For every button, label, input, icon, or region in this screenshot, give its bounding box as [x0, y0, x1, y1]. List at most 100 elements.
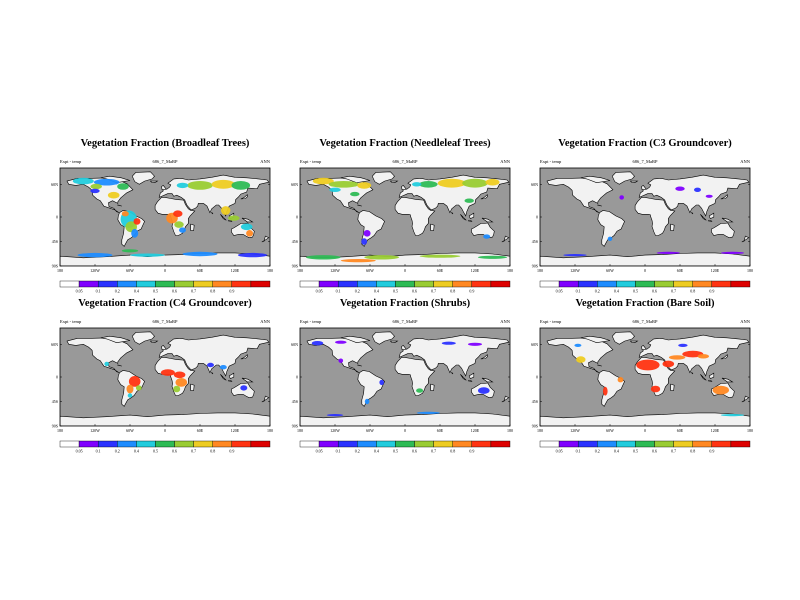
land-mass: [450, 371, 454, 375]
colorbar-segment: [395, 280, 415, 288]
land-mass: [467, 219, 473, 222]
land-mass: [357, 370, 385, 407]
vegetation-cell: [237, 252, 268, 258]
vegetation-cell: [135, 385, 142, 391]
vegetation-cell: [350, 191, 360, 197]
colorbar-segment: [635, 280, 655, 288]
vegetation-cell: [662, 360, 675, 368]
vegetation-cell: [412, 182, 422, 187]
vegetation-cell: [340, 259, 376, 263]
vegetation-cell: [361, 238, 368, 245]
vegetation-cell: [363, 230, 371, 237]
colorbar-segment: [174, 280, 194, 288]
colorbar-label: 0.8: [210, 289, 215, 294]
colorbar-segment: [490, 440, 511, 448]
land-mass: [700, 214, 707, 221]
panel-1: Vegetation Fraction (Broadleaf Trees) Exp…: [51, 138, 273, 294]
x-tick-label: 60E: [437, 268, 444, 273]
colorbar-label: 0.2: [355, 289, 360, 294]
colorbar-label: 0.7: [671, 289, 676, 294]
x-tick-label: 60W: [366, 268, 374, 273]
vegetation-cell: [173, 371, 186, 379]
colorbar-segment: [673, 280, 693, 288]
vegetation-cell: [174, 221, 184, 228]
vegetation-cell: [364, 398, 370, 405]
panel-subtitle: 686_7_MaRP: [392, 319, 418, 324]
panel-title: Vegetation Fraction (Bare Soil): [575, 298, 715, 309]
vegetation-cell: [483, 234, 491, 239]
y-tick-label: 45S: [292, 239, 298, 244]
colorbar-label: 0.8: [690, 449, 695, 454]
vegetation-cell: [357, 182, 372, 189]
colorbar-label: 0.5: [153, 449, 158, 454]
land-mass: [210, 371, 214, 375]
colorbar-segment: [231, 440, 252, 448]
colorbar-label: 0.7: [191, 449, 196, 454]
y-tick-label: 45S: [532, 239, 538, 244]
colorbar-segment: [597, 440, 617, 448]
vegetation-layer: [574, 343, 745, 417]
panel-season: ANN: [500, 319, 510, 324]
vegetation-cell: [246, 230, 254, 237]
land-mass: [100, 175, 131, 184]
vegetation-cell: [416, 411, 440, 414]
land-mass: [708, 212, 715, 220]
colorbar-segment: [490, 280, 511, 288]
colorbar-segment: [539, 440, 560, 448]
vegetation-cell: [126, 384, 134, 394]
y-tick-label: 90S: [52, 264, 58, 269]
vegetation-cell: [574, 343, 582, 347]
colorbar-label: 0.4: [134, 289, 139, 294]
land-mass: [634, 197, 676, 236]
colorbar-segment: [78, 440, 99, 448]
land-mass: [100, 335, 131, 344]
x-tick-label: 180: [297, 268, 303, 273]
x-tick-label: 60E: [437, 428, 444, 433]
land-mass: [161, 185, 167, 191]
x-tick-label: 180: [57, 428, 63, 433]
y-tick-label: 0: [56, 215, 58, 220]
land-mass: [670, 383, 675, 391]
colorbar-label: 0.05: [76, 289, 83, 294]
vegetation-layer: [104, 361, 248, 398]
x-tick-label: 180: [297, 428, 303, 433]
land-mass: [389, 340, 399, 344]
x-tick-label: 120E: [471, 268, 480, 273]
x-tick-label: 120E: [231, 428, 240, 433]
land-mass: [481, 377, 494, 383]
panel-left-label: Expt - temp: [540, 159, 562, 164]
colorbar-segment: [155, 440, 175, 448]
land-mass: [467, 379, 473, 382]
land-mass: [611, 171, 635, 185]
land-mass: [190, 383, 195, 391]
land-mass: [720, 194, 728, 200]
colorbar-segment: [654, 440, 674, 448]
land-mass: [261, 395, 270, 403]
panel-title: Vegetation Fraction (C3 Groundcover): [558, 138, 732, 149]
land-mass: [721, 377, 734, 383]
land-mass: [300, 412, 510, 426]
land-mass: [707, 219, 713, 222]
land-mass: [450, 211, 454, 215]
colorbar-segment: [433, 440, 453, 448]
x-tick-label: 0: [404, 268, 406, 273]
x-tick-label: 0: [644, 428, 646, 433]
land-mass: [220, 214, 227, 221]
colorbar-label: 0.4: [134, 449, 139, 454]
colorbar-label: 0.9: [709, 449, 714, 454]
vegetation-cell: [712, 385, 729, 395]
land-mass: [471, 222, 495, 239]
panel-left-label: Expt - temp: [60, 159, 82, 164]
colorbar-label: 0.1: [96, 289, 101, 294]
land-mass: [641, 345, 647, 351]
colorbar-label: 0.05: [316, 449, 323, 454]
panel-2: Vegetation Fraction (Needleleaf Trees) Ex…: [291, 138, 513, 294]
colorbar-label: 0.05: [556, 449, 563, 454]
x-tick-label: 60W: [126, 428, 134, 433]
land-mass: [340, 335, 371, 344]
land-mass: [340, 175, 371, 184]
y-tick-label: 0: [56, 375, 58, 380]
colorbar-label: 0.7: [431, 289, 436, 294]
panel-title: Vegetation Fraction (Shrubs): [340, 298, 471, 309]
x-tick-label: 60E: [677, 428, 684, 433]
